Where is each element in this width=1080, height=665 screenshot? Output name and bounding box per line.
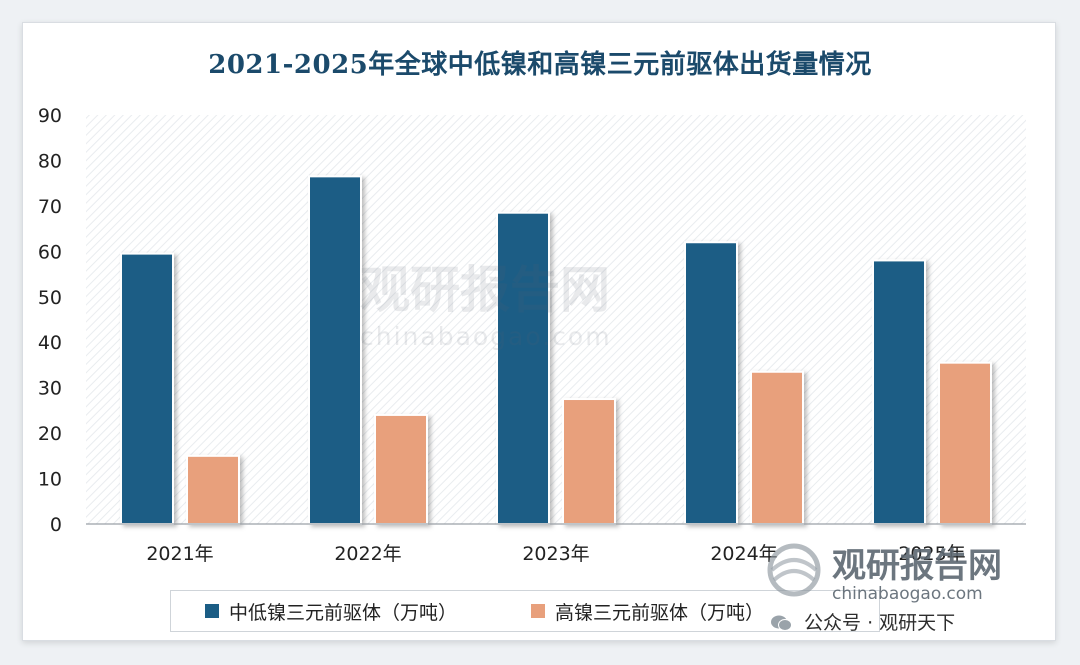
wechat-account-text: 公众号 · 观研天下 (804, 612, 956, 634)
y-tick-label: 80 (38, 150, 62, 172)
legend-swatch-series-1 (205, 604, 219, 618)
legend-swatch-series-2 (531, 604, 546, 618)
y-tick-label: 10 (38, 469, 62, 491)
x-tick-label: 2022年 (334, 543, 401, 565)
y-tick-label: 40 (38, 332, 62, 354)
y-tick-label: 70 (38, 196, 62, 218)
wechat-account-label: 公众号 · 观研天下 (770, 608, 1070, 635)
bar-series-1-5 (872, 259, 926, 525)
bar-series-1-3 (496, 211, 550, 525)
legend-label-series-1: 中低镍三元前驱体（万吨） (229, 601, 458, 624)
x-tick-label: 2024年 (710, 543, 777, 565)
wechat-icon (770, 614, 792, 632)
legend-item-series-2: 高镍三元前驱体（万吨） (531, 598, 764, 625)
bar-series-1-2 (308, 175, 362, 525)
plot-area-background (86, 115, 1026, 524)
legend-label-series-2: 高镍三元前驱体（万吨） (555, 601, 765, 624)
chart-title: 2021-2025年全球中低镍和高镍三元前驱体出货量情况 (208, 50, 872, 80)
y-tick-label: 30 (38, 378, 62, 400)
bar-series-2-4 (750, 370, 804, 525)
bar-series-1-4 (684, 241, 738, 525)
bar-series-2-5 (938, 361, 992, 525)
y-tick-label: 20 (38, 423, 62, 445)
x-tick-label: 2023年 (522, 543, 589, 565)
legend-item-series-1: 中低镍三元前驱体（万吨） (205, 598, 457, 625)
y-tick-label: 0 (50, 514, 62, 536)
bar-series-2-3 (562, 398, 616, 525)
bar-series-2-2 (374, 413, 428, 525)
x-tick-label: 2021年 (146, 543, 213, 565)
bar-series-2-1 (186, 454, 240, 526)
bar-series-1-1 (120, 252, 174, 525)
y-tick-label: 50 (38, 287, 62, 309)
y-tick-label: 60 (38, 241, 62, 263)
y-tick-label: 90 (38, 105, 62, 127)
chart-legend: 中低镍三元前驱体（万吨） 高镍三元前驱体（万吨） (170, 590, 880, 632)
x-tick-label: 2025年 (898, 543, 965, 565)
